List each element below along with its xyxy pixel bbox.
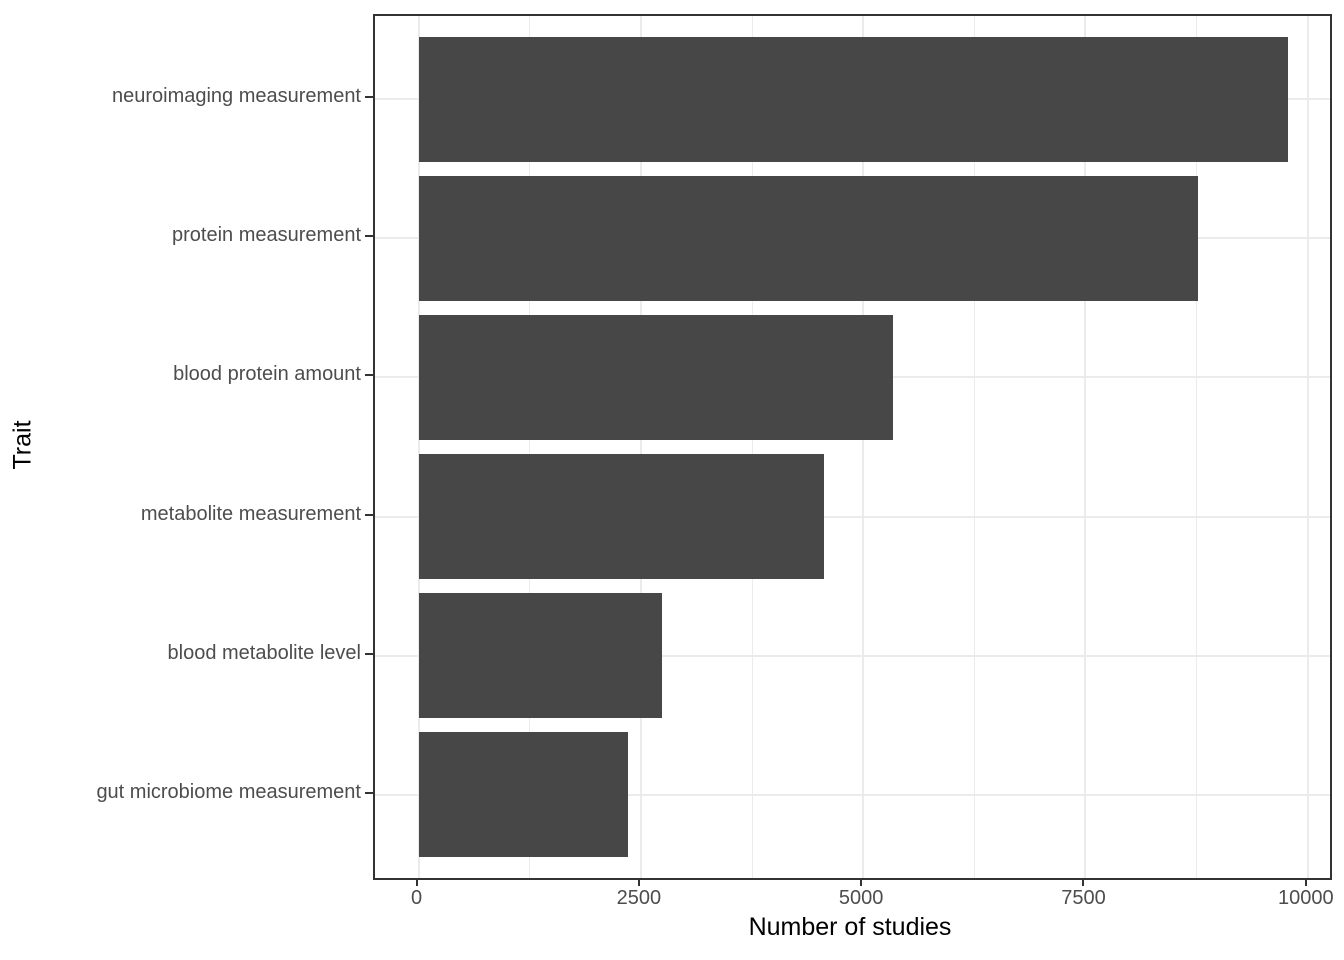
y-tick-mark [365, 513, 373, 516]
x-tick-mark [1304, 878, 1307, 886]
x-tick-label: 0 [411, 887, 423, 909]
x-tick-label: 10000 [1277, 887, 1334, 909]
y-tick-mark [365, 374, 373, 377]
gridline-major-horizontal [375, 515, 1330, 518]
y-tick-mark [365, 235, 373, 238]
gridline-major-vertical [1084, 16, 1087, 878]
plot-panel [373, 14, 1332, 880]
y-tick-mark [365, 652, 373, 655]
y-tick-label: blood protein amount [173, 363, 361, 386]
y-axis-title: Trait [8, 420, 37, 470]
gridline-minor-vertical [1196, 16, 1198, 878]
gridline-major-horizontal [375, 654, 1330, 657]
y-tick-label: gut microbiome measurement [96, 780, 361, 803]
gridline-major-horizontal [375, 793, 1330, 796]
gridline-major-vertical [639, 16, 642, 878]
gridline-major-vertical [862, 16, 865, 878]
y-tick-label: metabolite measurement [140, 502, 361, 525]
x-tick-label: 5000 [838, 887, 884, 909]
x-axis-title: Number of studies [748, 913, 952, 941]
y-tick-label: neuroimaging measurement [111, 85, 361, 108]
bar [418, 453, 825, 580]
gridline-minor-vertical [751, 16, 753, 878]
x-tick-label: 2500 [616, 887, 662, 909]
bar [418, 36, 1289, 162]
gridline-minor-vertical [529, 16, 531, 878]
x-tick-label: 7500 [1061, 887, 1106, 909]
bar [418, 732, 629, 858]
gridline-major-vertical [1306, 16, 1309, 878]
y-tick-mark [365, 96, 373, 99]
bar [418, 175, 1198, 301]
y-tick-label: protein measurement [172, 224, 361, 247]
x-tick-mark [415, 878, 418, 886]
x-tick-mark [1082, 878, 1085, 886]
gridline-minor-vertical [973, 16, 975, 878]
bar [418, 592, 663, 719]
x-tick-mark [637, 878, 640, 886]
gridline-major-vertical [417, 16, 420, 878]
y-tick-mark [365, 791, 373, 794]
y-tick-label: blood metabolite level [167, 641, 361, 664]
bar [418, 314, 894, 441]
x-tick-mark [860, 878, 863, 886]
